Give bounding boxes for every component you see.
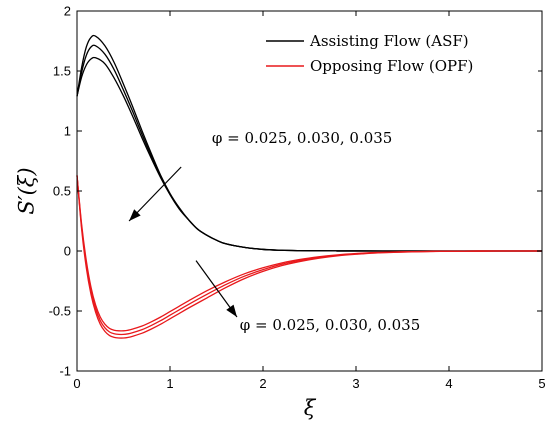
- y-tick-label: 1.5: [53, 64, 71, 79]
- annotations: φ = 0.025, 0.030, 0.035 φ = 0.025, 0.030,…: [128, 129, 421, 334]
- curves-layer: [76, 34, 543, 339]
- x-tick-label: 2: [259, 376, 266, 391]
- ticks-layer: 0 1 2 3 4 5 -1 -0.5 0 0.5 1 1.5 2: [49, 4, 546, 392]
- annotation-arrow-shaft: [128, 166, 182, 222]
- annotation-label: φ = 0.025, 0.030, 0.035: [240, 316, 421, 334]
- y-tick-label: 2: [64, 4, 71, 19]
- x-tick-label: 0: [73, 376, 80, 391]
- y-axis-label: S′(ξ): [15, 167, 39, 214]
- y-tick-label: -1: [59, 364, 71, 379]
- legend: Assisting Flow (ASF) Opposing Flow (OPF): [262, 22, 538, 82]
- x-tick-label: 1: [166, 376, 173, 391]
- y-tick-label: -0.5: [49, 304, 71, 319]
- series-line-opf-2: [76, 175, 543, 336]
- legend-entry-label: Assisting Flow (ASF): [309, 32, 469, 50]
- annotation-arrow-head: [129, 209, 141, 221]
- legend-box: [262, 22, 538, 82]
- annotation-label: φ = 0.025, 0.030, 0.035: [212, 129, 393, 147]
- annotation-arrow-head: [226, 304, 237, 317]
- x-tick-label: 5: [538, 376, 545, 391]
- series-line-asf-3: [76, 56, 542, 252]
- series-line-opf-3: [76, 175, 543, 339]
- x-axis-label: ξ: [304, 396, 317, 420]
- y-tick-label: 1: [64, 124, 71, 139]
- series-line-opf-1: [76, 175, 543, 332]
- x-tick-label: 3: [352, 376, 359, 391]
- x-tick-label: 4: [445, 376, 452, 391]
- y-tick-label: 0: [64, 244, 71, 259]
- legend-entry-label: Opposing Flow (OPF): [310, 57, 473, 75]
- y-tick-label: 0.5: [53, 184, 71, 199]
